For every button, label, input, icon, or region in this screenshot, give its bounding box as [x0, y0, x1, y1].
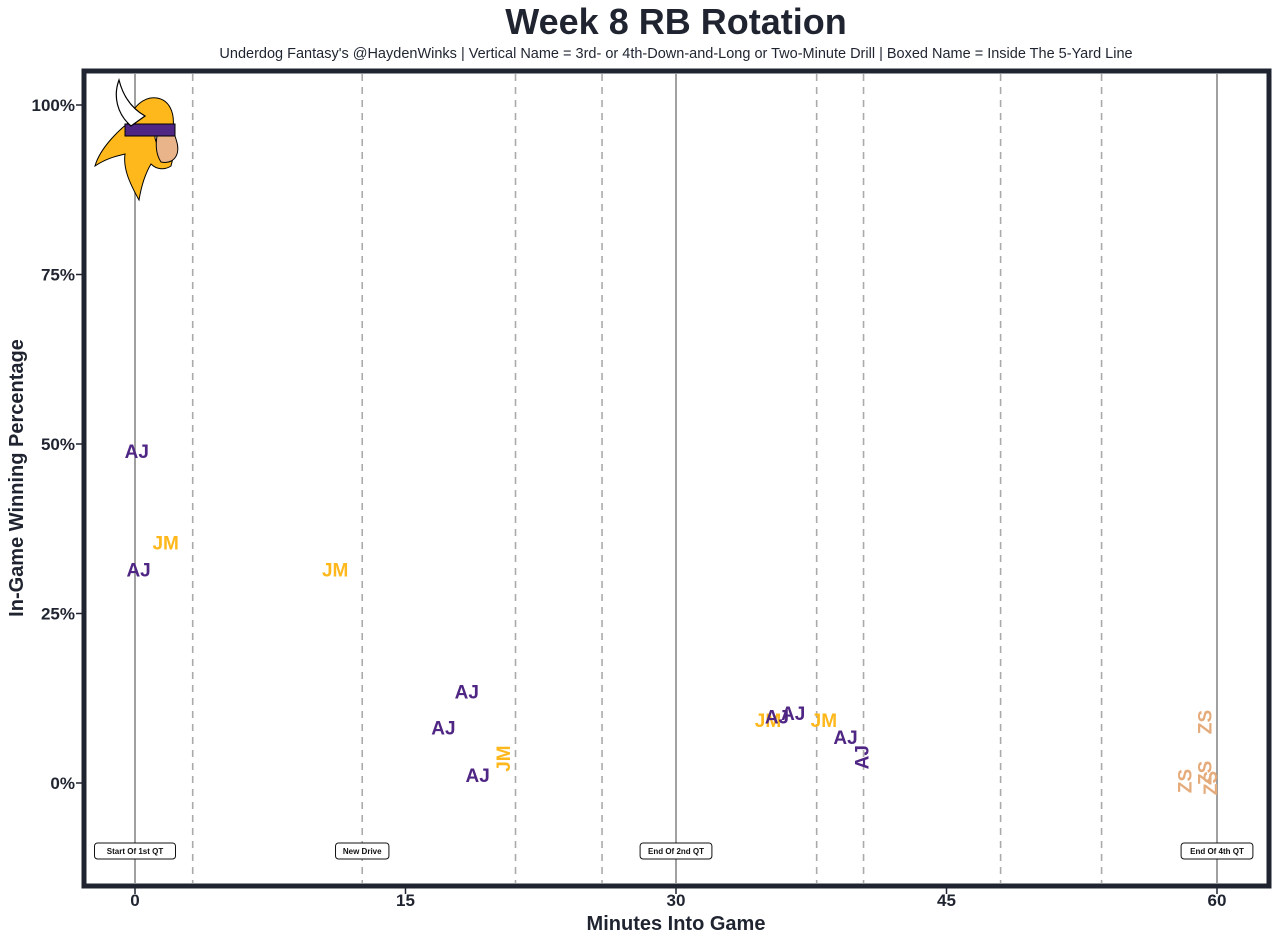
- annotation-box: End Of 4th QT: [1180, 842, 1254, 860]
- chart-subtitle: Underdog Fantasy's @HaydenWinks | Vertic…: [219, 46, 1132, 62]
- data-point-aj: AJ: [465, 766, 489, 787]
- data-point-aj: AJ: [125, 442, 149, 463]
- y-axis-label: In-Game Winning Percentage: [6, 339, 28, 617]
- logo-face: [155, 135, 179, 163]
- data-point-aj: AJ: [833, 728, 857, 749]
- x-tick-label: 45: [937, 891, 956, 910]
- annotation-label: Start Of 1st QT: [107, 847, 164, 856]
- annotation-frame: [1180, 842, 1254, 860]
- y-tick-label: 75%: [41, 266, 75, 285]
- data-point-jm: JM: [322, 560, 348, 581]
- team-logo: [94, 77, 179, 202]
- y-tick-label: 100%: [32, 96, 75, 115]
- y-tick-label: 50%: [41, 435, 75, 454]
- data-point-jm: JM: [811, 711, 837, 732]
- annotation-label: End Of 2nd QT: [648, 847, 704, 856]
- x-tick-label: 60: [1208, 891, 1227, 910]
- vikings-logo-icon: [94, 77, 179, 202]
- data-point-jm: JM: [755, 711, 781, 732]
- data-point-zs: ZS: [1201, 771, 1222, 795]
- annotation-box: Start Of 1st QT: [94, 842, 176, 860]
- y-tick-label: 0%: [50, 774, 75, 793]
- logo-band: [124, 123, 176, 137]
- x-tick-label: 30: [667, 891, 686, 910]
- reference-lines: [134, 74, 1218, 883]
- data-point-jm: JM: [494, 745, 515, 771]
- annotation-frame: [335, 842, 390, 860]
- data-point-zs: ZS: [1195, 710, 1216, 734]
- data-point-aj: AJ: [781, 704, 805, 725]
- y-axis-ticks: 0% 25% 50% 75% 100%: [32, 96, 82, 793]
- data-point-jm: JM: [152, 533, 178, 554]
- data-point-zs: ZS: [1195, 761, 1216, 785]
- plot-frame: [81, 68, 1272, 889]
- data-point-aj: AJ: [765, 708, 789, 729]
- annotation-box: End Of 2nd QT: [639, 842, 713, 860]
- data-point-aj: AJ: [126, 560, 150, 581]
- x-axis-label: Minutes Into Game: [587, 913, 766, 935]
- y-tick-label: 25%: [41, 605, 75, 624]
- data-point-zs: ZS: [1176, 769, 1197, 793]
- annotations: Start Of 1st QT New Drive End Of 2nd QT End…: [94, 842, 1254, 860]
- x-tick-label: 0: [130, 891, 139, 910]
- annotation-frame: [639, 842, 713, 860]
- annotation-frame: [94, 842, 176, 860]
- x-axis-ticks: 0 15 30 45 60: [130, 888, 1226, 910]
- x-tick-label: 15: [396, 891, 415, 910]
- annotation-label: New Drive: [343, 847, 382, 856]
- data-point-aj: AJ: [853, 745, 874, 769]
- annotation-box: New Drive: [335, 842, 390, 860]
- data-point-aj: AJ: [431, 718, 455, 739]
- chart-title: Week 8 RB Rotation: [505, 1, 846, 42]
- data-point-aj: AJ: [455, 682, 479, 703]
- annotation-label: End Of 4th QT: [1190, 847, 1244, 856]
- logo-horn: [115, 77, 147, 127]
